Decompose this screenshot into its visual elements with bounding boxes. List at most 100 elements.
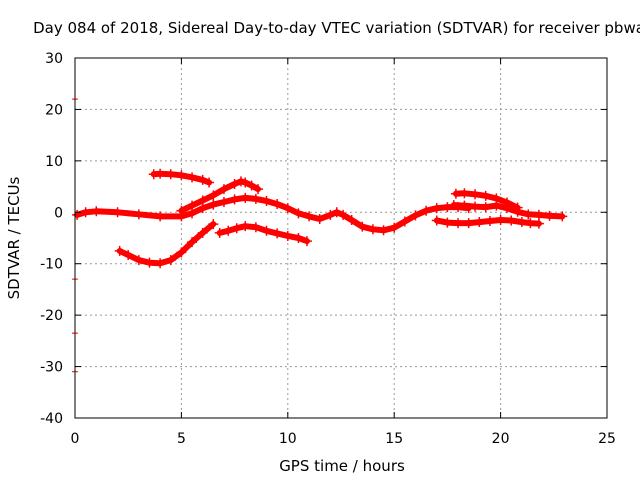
plus-marker <box>501 203 512 214</box>
series-arc-low <box>114 219 219 269</box>
plus-marker <box>450 188 461 199</box>
plus-marker <box>491 200 502 211</box>
series-arc-upper-left <box>148 168 215 188</box>
plus-marker <box>204 177 215 188</box>
plus-marker <box>176 170 187 181</box>
axis-ticks: 0 5 10 15 20 25 -40 -30 -20 -10 0 10 20 30 <box>40 51 616 447</box>
plus-marker <box>357 221 368 232</box>
plus-marker <box>133 255 144 266</box>
x-tick-label: 0 <box>71 431 80 447</box>
plus-marker <box>442 202 453 213</box>
plus-marker <box>218 197 229 207</box>
y-tick-label: -30 <box>40 360 63 376</box>
plus-marker <box>470 189 481 200</box>
series-line <box>116 221 217 267</box>
series-line <box>178 178 261 214</box>
plus-marker <box>506 215 517 226</box>
plus-marker <box>282 230 293 241</box>
plus-marker <box>523 209 534 220</box>
plus-marker <box>459 188 470 199</box>
plus-marker <box>208 199 219 210</box>
plus-marker <box>389 222 400 233</box>
plus-marker <box>378 225 389 236</box>
plus-marker <box>197 174 208 185</box>
plus-marker <box>495 215 506 225</box>
plus-marker <box>453 218 464 229</box>
plus-marker <box>484 216 495 227</box>
series-arc-main <box>72 192 474 236</box>
plus-marker <box>325 209 336 220</box>
plus-marker <box>250 193 261 204</box>
series-line <box>216 223 310 245</box>
plus-marker <box>214 227 225 238</box>
plus-marker <box>114 245 125 256</box>
plus-marker <box>208 190 219 201</box>
x-tick-label: 15 <box>385 431 403 447</box>
plus-marker <box>144 257 155 268</box>
series-arc-end-mid <box>448 200 568 222</box>
plus-marker <box>231 223 242 234</box>
plus-marker <box>165 169 176 180</box>
y-tick-label: 30 <box>45 51 63 67</box>
plus-marker <box>442 217 453 228</box>
x-tick-label: 10 <box>279 431 297 447</box>
plus-marker <box>301 236 312 247</box>
plus-marker <box>480 190 491 201</box>
x-tick-label: 20 <box>492 431 510 447</box>
plus-marker <box>470 201 481 212</box>
plus-marker <box>557 211 568 222</box>
plus-marker <box>246 180 257 191</box>
plus-marker <box>187 237 198 248</box>
plus-marker <box>155 258 166 269</box>
plus-marker <box>176 247 187 258</box>
plus-marker <box>463 218 474 229</box>
plus-marker <box>197 195 208 206</box>
plus-marker <box>80 207 91 218</box>
plus-marker <box>544 210 555 221</box>
series-arc-rise <box>176 176 264 216</box>
plus-marker <box>304 211 315 222</box>
x-tick-label: 5 <box>177 431 186 447</box>
plus-marker <box>282 203 293 214</box>
plus-marker <box>331 207 342 218</box>
y-tick-label: 20 <box>45 102 63 118</box>
plus-marker <box>421 205 432 216</box>
plus-marker <box>533 218 544 229</box>
plus-marker <box>480 202 491 213</box>
plus-marker <box>314 213 325 224</box>
plus-marker <box>525 218 536 229</box>
plus-marker <box>431 203 442 214</box>
plus-marker <box>240 221 251 232</box>
grid-lines <box>75 58 607 418</box>
plus-marker <box>272 199 283 210</box>
plus-marker <box>235 176 246 187</box>
plot-frame <box>74 57 608 419</box>
plus-marker <box>250 222 261 233</box>
plus-marker <box>346 215 357 225</box>
plus-marker <box>410 210 421 221</box>
y-axis-label: SDTVAR / TECUs <box>5 176 23 299</box>
y-tick-label: -40 <box>40 411 63 427</box>
plus-marker <box>176 205 187 216</box>
plus-marker <box>229 194 240 205</box>
plus-marker <box>72 209 83 220</box>
series-arc-end-upper <box>450 188 523 213</box>
plus-marker <box>474 217 485 228</box>
plus-marker <box>197 227 208 238</box>
plus-marker <box>91 206 102 217</box>
plus-marker <box>208 219 219 230</box>
x-axis-label: GPS time / hours <box>279 457 405 475</box>
chart-title: Day 084 of 2018, Sidereal Day-to-day VTE… <box>33 19 640 37</box>
plus-marker <box>155 211 166 222</box>
plus-marker <box>431 215 442 226</box>
plus-marker <box>253 184 264 195</box>
plus-marker <box>512 206 523 217</box>
plus-marker <box>338 209 349 220</box>
plus-marker <box>112 207 123 218</box>
plus-marker <box>293 208 304 219</box>
x-tick-label: 25 <box>598 431 616 447</box>
plus-marker <box>187 172 198 183</box>
y-tick-label: -10 <box>40 257 63 273</box>
plus-marker <box>261 225 272 236</box>
